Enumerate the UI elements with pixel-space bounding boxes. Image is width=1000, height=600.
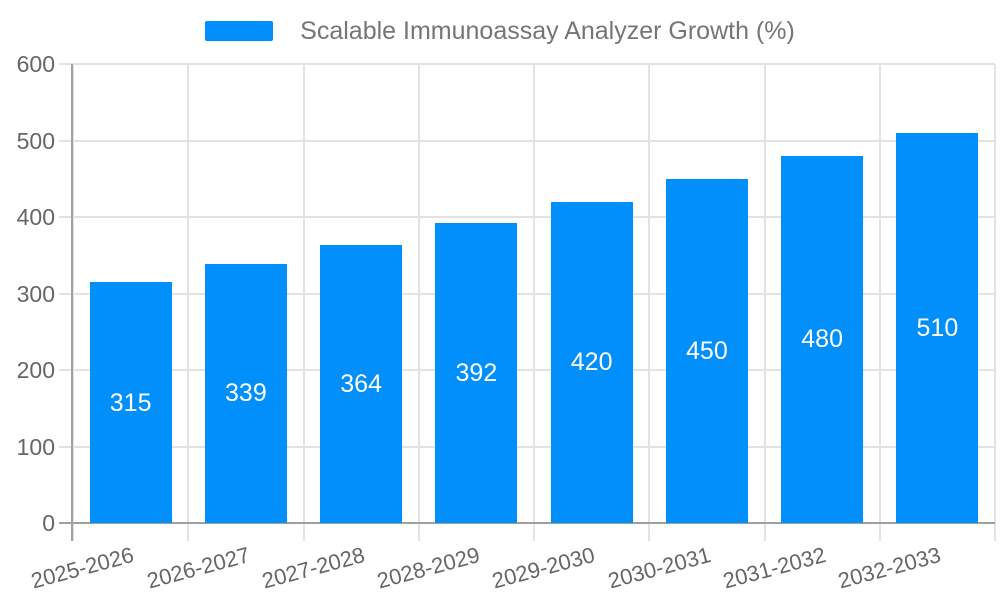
y-gridline	[59, 292, 995, 295]
x-gridline	[763, 64, 766, 541]
x-axis-tick-label: 2027-2028	[259, 542, 368, 594]
x-gridline	[187, 64, 190, 541]
y-gridline	[59, 445, 995, 448]
bar[interactable]	[320, 244, 403, 523]
y-axis-line	[71, 64, 73, 541]
x-axis-line	[59, 522, 995, 524]
x-gridline	[878, 64, 881, 541]
bar-value-label: 315	[109, 388, 152, 417]
bar-value-label: 392	[455, 359, 498, 388]
x-gridline	[417, 64, 420, 541]
y-axis-tick-label: 600	[16, 51, 55, 77]
legend-swatch-icon	[205, 21, 274, 41]
y-gridline	[59, 369, 995, 371]
x-gridline	[302, 64, 305, 541]
x-gridline	[72, 64, 74, 541]
x-axis-tick-label: 2031-2032	[720, 542, 829, 594]
y-gridline	[59, 63, 995, 65]
y-axis-tick-label: 300	[16, 280, 55, 307]
bar[interactable]	[665, 178, 748, 523]
legend-label: Scalable Immunoassay Analyzer Growth (%)	[300, 17, 795, 45]
bar[interactable]	[89, 282, 172, 523]
y-axis-tick-label: 200	[16, 357, 55, 383]
y-axis-tick-label: 500	[16, 127, 55, 154]
x-axis-tick-label: 2032-2033	[835, 542, 944, 594]
x-axis-tick-label: 2029-2030	[489, 542, 598, 594]
bar-value-label: 420	[570, 348, 613, 377]
bar-value-label: 450	[686, 336, 728, 365]
x-axis-tick-label: 2026-2027	[143, 542, 253, 594]
x-gridline	[648, 64, 651, 541]
x-axis-tick-label: 2025-2026	[28, 542, 137, 594]
bar-value-label: 510	[916, 313, 959, 342]
x-axis-tick-label: 2028-2029	[374, 542, 483, 594]
bar[interactable]	[896, 132, 979, 523]
x-gridline	[994, 64, 996, 541]
x-axis-tick-label: 2030-2031	[604, 542, 714, 594]
y-gridline	[59, 139, 995, 142]
bar[interactable]	[781, 155, 864, 523]
bar-value-label: 339	[225, 379, 267, 408]
bar-value-label: 364	[340, 369, 382, 398]
bar[interactable]	[550, 201, 633, 523]
chart-legend[interactable]: Scalable Immunoassay Analyzer Growth (%)	[0, 16, 1000, 46]
y-axis-tick-label: 100	[16, 433, 55, 460]
bar[interactable]	[435, 223, 518, 523]
y-axis-tick-label: 0	[42, 510, 55, 536]
y-gridline	[59, 216, 995, 218]
y-axis-tick-label: 400	[16, 204, 55, 230]
bar[interactable]	[204, 263, 287, 523]
x-gridline	[533, 64, 535, 541]
bar-value-label: 480	[801, 325, 843, 354]
